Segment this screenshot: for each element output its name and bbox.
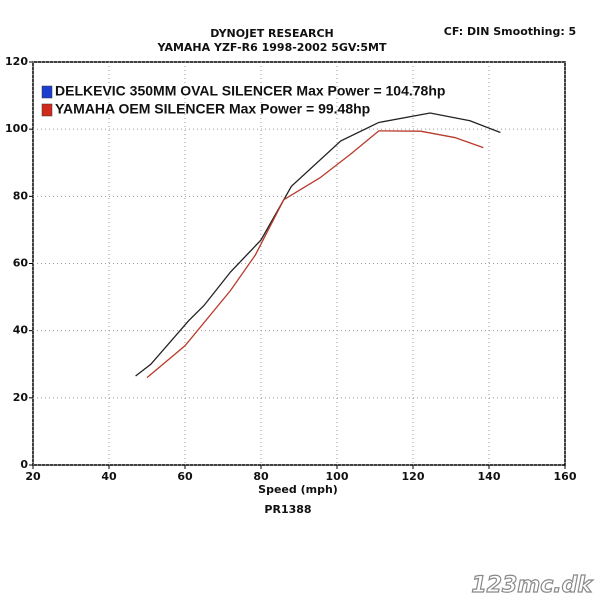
x-tick-label: 120 xyxy=(402,470,425,483)
series-line xyxy=(146,130,484,379)
legend-swatch xyxy=(41,85,53,99)
x-tick-label: 100 xyxy=(326,470,349,483)
footnote: PR1388 xyxy=(264,503,311,516)
y-tick-label: 60 xyxy=(13,257,29,270)
x-tick-label: 80 xyxy=(253,470,269,483)
x-tick-label: 140 xyxy=(478,470,501,483)
y-tick-label: 100 xyxy=(5,122,28,135)
x-tick-label: 40 xyxy=(101,470,117,483)
watermark: 123mc.dk xyxy=(471,573,593,598)
x-tick-label: 20 xyxy=(25,470,41,483)
legend-label: DELKEVIC 350MM OVAL SILENCER Max Power =… xyxy=(55,83,445,99)
legend-label: YAMAHA OEM SILENCER Max Power = 99.48hp xyxy=(55,101,370,117)
chart-subtitle: YAMAHA YZF-R6 1998-2002 5GV:5MT xyxy=(157,41,387,54)
y-tick-label: 40 xyxy=(13,324,29,337)
x-tick-label: 160 xyxy=(554,470,577,483)
y-tick-label: 120 xyxy=(5,55,28,68)
annotation: CF: DIN Smoothing: 5 xyxy=(444,25,576,38)
y-tick-label: 0 xyxy=(20,458,28,471)
x-axis-label: Speed (mph) xyxy=(258,483,338,496)
legend-swatch xyxy=(41,103,53,117)
y-tick-label: 20 xyxy=(13,391,29,404)
chart-title: DYNOJET RESEARCH xyxy=(210,27,333,40)
y-tick-label: 80 xyxy=(13,189,29,202)
x-tick-label: 60 xyxy=(177,470,193,483)
